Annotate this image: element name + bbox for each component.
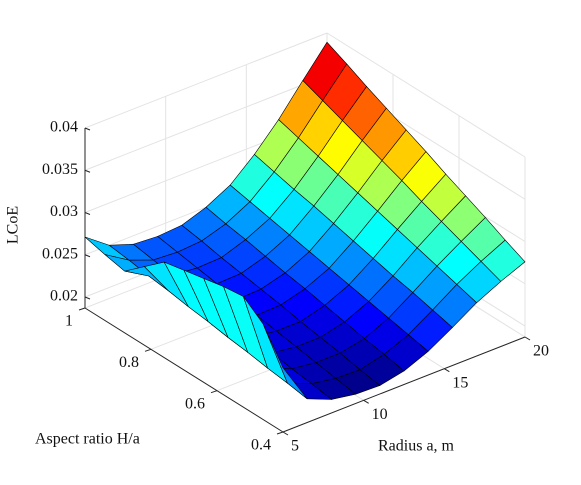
grid-line [326,32,526,158]
z-tick-label: 0.03 [50,203,78,220]
x-axis-label: Radius a, m [378,438,455,455]
tick-mark [84,127,91,131]
y-tick-label: 0.4 [251,437,271,454]
x-tick-label: 5 [291,438,299,455]
y-axis-label: Aspect ratio H/a [35,431,140,448]
z-tick-label: 0.025 [42,245,78,262]
surface-patch [262,323,308,400]
y-tick-label: 0.8 [119,354,139,371]
grid-line [84,74,328,171]
z-tick-label: 0.02 [50,288,78,305]
tick-mark [282,431,289,436]
tick-mark [524,336,531,341]
tick-mark [84,254,91,258]
y-tick-label: 1 [65,313,73,330]
grid-line [84,32,328,129]
tick-mark [84,169,91,173]
axis-line [84,307,284,433]
tick-mark [210,390,218,394]
x-tick-label: 20 [533,343,549,360]
axis-line [282,336,526,433]
tick-mark [144,348,152,352]
tick-mark [276,431,284,435]
tick-mark [78,307,86,311]
x-tick-label: 10 [372,406,388,423]
z-axis-label: LCoE [5,206,22,244]
x-tick-label: 15 [452,374,468,391]
tick-mark [444,368,450,373]
y-tick-label: 0.6 [185,395,205,412]
tick-mark [84,212,91,215]
tick-mark [84,296,91,300]
tick-mark [363,399,369,404]
z-tick-label: 0.04 [50,119,78,136]
z-tick-label: 0.035 [42,161,78,178]
